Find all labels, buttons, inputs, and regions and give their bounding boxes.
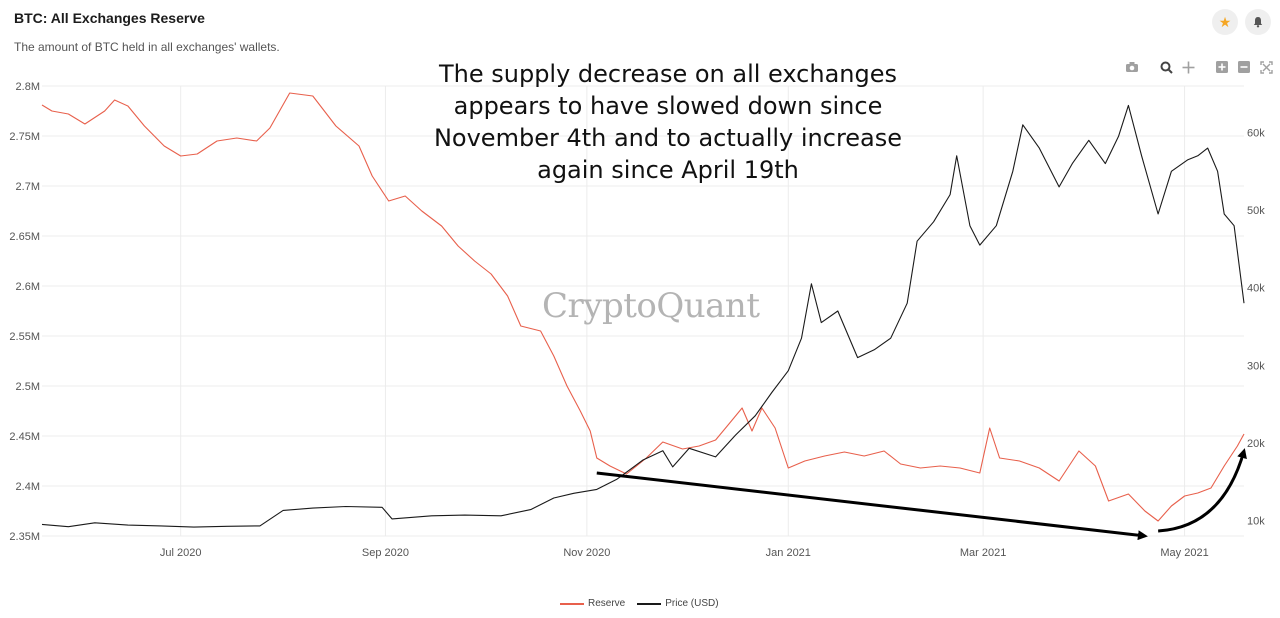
page-title: BTC: All Exchanges Reserve: [14, 10, 205, 26]
x-tick-label: Jan 2021: [766, 547, 811, 559]
y-right-tick-label: 30k: [1247, 360, 1265, 372]
x-tick-label: Jul 2020: [160, 547, 202, 559]
y-left-tick-label: 2.8M: [16, 81, 40, 93]
chart-legend: Reserve Price (USD): [560, 598, 719, 609]
alert-button[interactable]: [1245, 9, 1271, 35]
pan-icon[interactable]: [1180, 59, 1196, 75]
y-left-tick-label: 2.7M: [16, 181, 40, 193]
legend-item-reserve[interactable]: Reserve: [560, 598, 625, 609]
y-left-tick-label: 2.45M: [9, 431, 40, 443]
autoscale-icon[interactable]: [1258, 59, 1274, 75]
y-right-tick-label: 10k: [1247, 515, 1265, 527]
chart-arrows: [596, 448, 1247, 541]
star-icon: ★: [1218, 13, 1232, 30]
legend-swatch-price: [637, 602, 662, 605]
legend-item-price[interactable]: Price (USD): [637, 598, 719, 609]
x-tick-label: May 2021: [1160, 547, 1208, 559]
bell-icon: [1253, 17, 1263, 28]
watermark: CryptoQuant: [542, 286, 760, 326]
chart-series: [41, 92, 1245, 528]
price-line: [41, 104, 1245, 528]
y-right-tick-label: 20k: [1247, 438, 1265, 450]
camera-icon[interactable]: [1124, 59, 1140, 75]
zoom-in-icon[interactable]: [1214, 59, 1230, 75]
y-right-tick-label: 50k: [1247, 205, 1265, 217]
favorite-button[interactable]: ★: [1212, 9, 1238, 35]
y-left-tick-label: 2.75M: [9, 131, 40, 143]
y-left-tick-label: 2.65M: [9, 231, 40, 243]
y-left-tick-label: 2.4M: [16, 481, 40, 493]
trend-arrow-down: [596, 471, 1148, 541]
page-subtitle: The amount of BTC held in all exchanges'…: [14, 40, 280, 54]
x-tick-label: Nov 2020: [563, 547, 610, 559]
zoom-icon[interactable]: [1158, 59, 1174, 75]
y-left-tick-label: 2.35M: [9, 531, 40, 543]
legend-label-price: Price (USD): [665, 598, 719, 609]
legend-swatch-reserve: [560, 602, 584, 605]
chart-toolbar: [1124, 59, 1274, 75]
legend-label-reserve: Reserve: [588, 598, 626, 609]
y-right-tick-label: 40k: [1247, 283, 1265, 295]
chart-axes: 2.35M 2.4M 2.45M 2.5M 2.55M 2.6M 2.65M 2.7M 2.75…: [9, 81, 1265, 559]
y-right-tick-label: 60k: [1247, 128, 1265, 140]
chart-grid: [42, 85, 1244, 537]
chart-annotation: The supply decrease on all exchanges app…: [433, 60, 903, 184]
x-tick-label: Sep 2020: [362, 547, 409, 559]
reserve-line: [41, 92, 1245, 522]
y-left-tick-label: 2.6M: [16, 281, 40, 293]
zoom-out-icon[interactable]: [1236, 59, 1252, 75]
x-tick-label: Mar 2021: [960, 547, 1006, 559]
trend-arrow-up: [1158, 448, 1247, 533]
y-left-tick-label: 2.5M: [16, 381, 40, 393]
y-left-tick-label: 2.55M: [9, 331, 40, 343]
